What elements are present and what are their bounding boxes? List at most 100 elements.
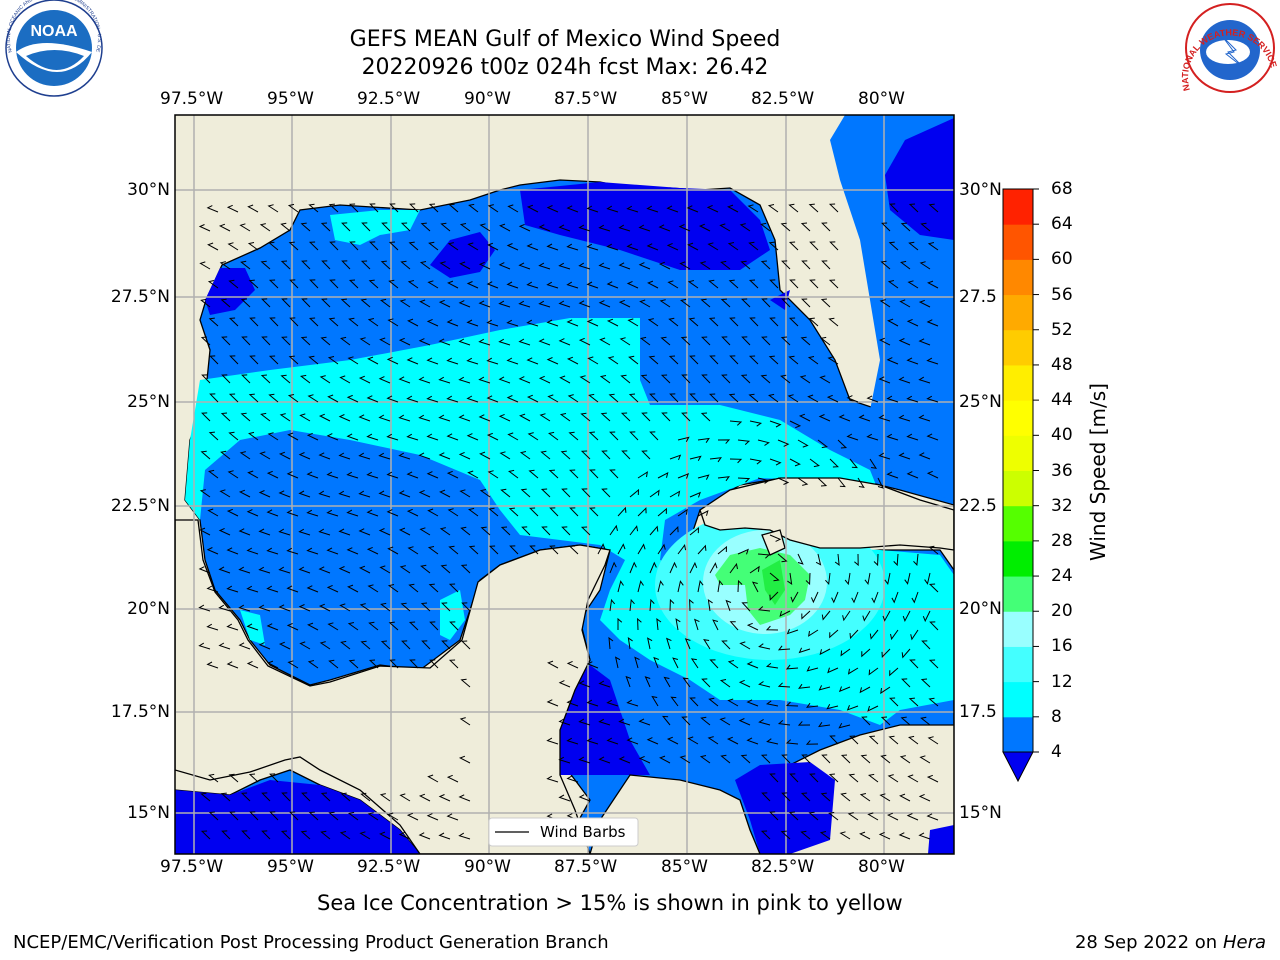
wind-barb (567, 394, 579, 403)
wind-barb (634, 656, 640, 669)
wind-barb (646, 737, 659, 745)
wind-barb (637, 617, 642, 631)
wind-barb (649, 525, 659, 536)
wind-barb (788, 241, 799, 251)
wind-barb (258, 604, 271, 612)
wind-barb (561, 526, 571, 536)
wind-barb (238, 566, 251, 574)
wind-barb (749, 420, 763, 427)
wind-barb (468, 507, 479, 517)
wind-barb (526, 204, 539, 213)
wind-barb (589, 469, 599, 479)
wind-barb (761, 336, 771, 346)
wind-barb (907, 774, 919, 783)
wind-barb (398, 527, 411, 536)
wind-barb (740, 260, 751, 270)
wind-barb (626, 205, 639, 213)
wind-barb (873, 553, 879, 567)
wind-barb (785, 701, 799, 707)
wind-barb (708, 317, 719, 327)
wind-barb (309, 279, 319, 289)
wind-barb (618, 299, 631, 308)
wind-barb (627, 637, 633, 650)
wind-barb (607, 356, 619, 365)
wind-barb (606, 205, 619, 213)
wind-barb (697, 544, 707, 555)
wind-barb (609, 524, 618, 536)
wind-barb (805, 572, 811, 586)
wind-barb (761, 298, 771, 308)
wind-barb (781, 298, 791, 308)
wind-barb (737, 548, 749, 555)
colorbar-tick-label: 28 (1051, 530, 1073, 551)
wind-barb (326, 547, 339, 555)
wind-barb (379, 337, 391, 346)
wind-barb (637, 507, 647, 517)
lat-label-left-0: 30°N (127, 180, 170, 200)
wind-barb (307, 660, 319, 669)
colorbar-segment (1003, 716, 1033, 753)
colorbar-segment (1003, 505, 1033, 542)
wind-barb (380, 298, 391, 308)
wind-barb (318, 528, 331, 536)
wind-barb (389, 203, 399, 213)
wind-barb (389, 659, 399, 669)
wind-barb (918, 299, 931, 308)
wind-barb (659, 299, 671, 308)
wind-barb (569, 469, 579, 479)
wind-barb (426, 318, 439, 327)
wind-barb (260, 374, 271, 384)
wind-barb (558, 300, 571, 308)
wind-barb (560, 450, 571, 460)
legend-label: Wind Barbs (540, 823, 626, 841)
wind-barb (460, 564, 471, 574)
wind-barb (618, 224, 631, 232)
wind-barb (638, 262, 651, 270)
wind-barb (689, 355, 699, 365)
wind-barb (226, 623, 239, 631)
wind-barb (748, 279, 759, 289)
wind-barb (438, 338, 451, 346)
wind-barb (627, 318, 639, 327)
wind-barb (788, 355, 799, 365)
wind-barb (400, 222, 411, 232)
wind-barb (641, 412, 651, 422)
lon-label-top-6: 82.5°W (751, 89, 815, 109)
wind-barb (447, 242, 459, 251)
wind-barb (367, 584, 379, 593)
wind-barb (709, 355, 719, 365)
wind-barb (519, 451, 531, 460)
wind-barb (347, 622, 359, 631)
wind-barb (839, 831, 851, 840)
wind-barb (801, 260, 811, 270)
wind-barb (358, 528, 371, 536)
wind-barb (286, 509, 299, 517)
wind-barb (898, 376, 911, 384)
wind-barb (829, 241, 839, 251)
wind-barb (366, 546, 379, 555)
wind-barb (681, 374, 691, 384)
wind-barb (656, 618, 662, 631)
wind-barb (419, 261, 431, 270)
wind-barb (737, 439, 751, 445)
wind-barb (500, 526, 511, 536)
wind-barb (653, 656, 659, 669)
colorbar-segment (1003, 294, 1033, 331)
wind-barb (398, 452, 411, 460)
wind-barb (621, 450, 631, 460)
lon-label-top-7: 80°W (858, 89, 905, 109)
wind-barb (261, 792, 271, 802)
wind-barb (661, 412, 671, 422)
wind-barb (246, 660, 259, 669)
colorbar-tick-label: 36 (1051, 460, 1073, 481)
wind-barb (758, 718, 771, 726)
wind-barb (725, 599, 732, 612)
wind-barb (320, 336, 331, 346)
wind-barb (911, 591, 919, 604)
wind-barb (907, 280, 919, 289)
wind-barb (446, 433, 459, 441)
wind-barb (906, 318, 919, 327)
wind-barb (458, 451, 471, 460)
wind-barb (817, 477, 828, 487)
wind-barb (566, 319, 579, 327)
